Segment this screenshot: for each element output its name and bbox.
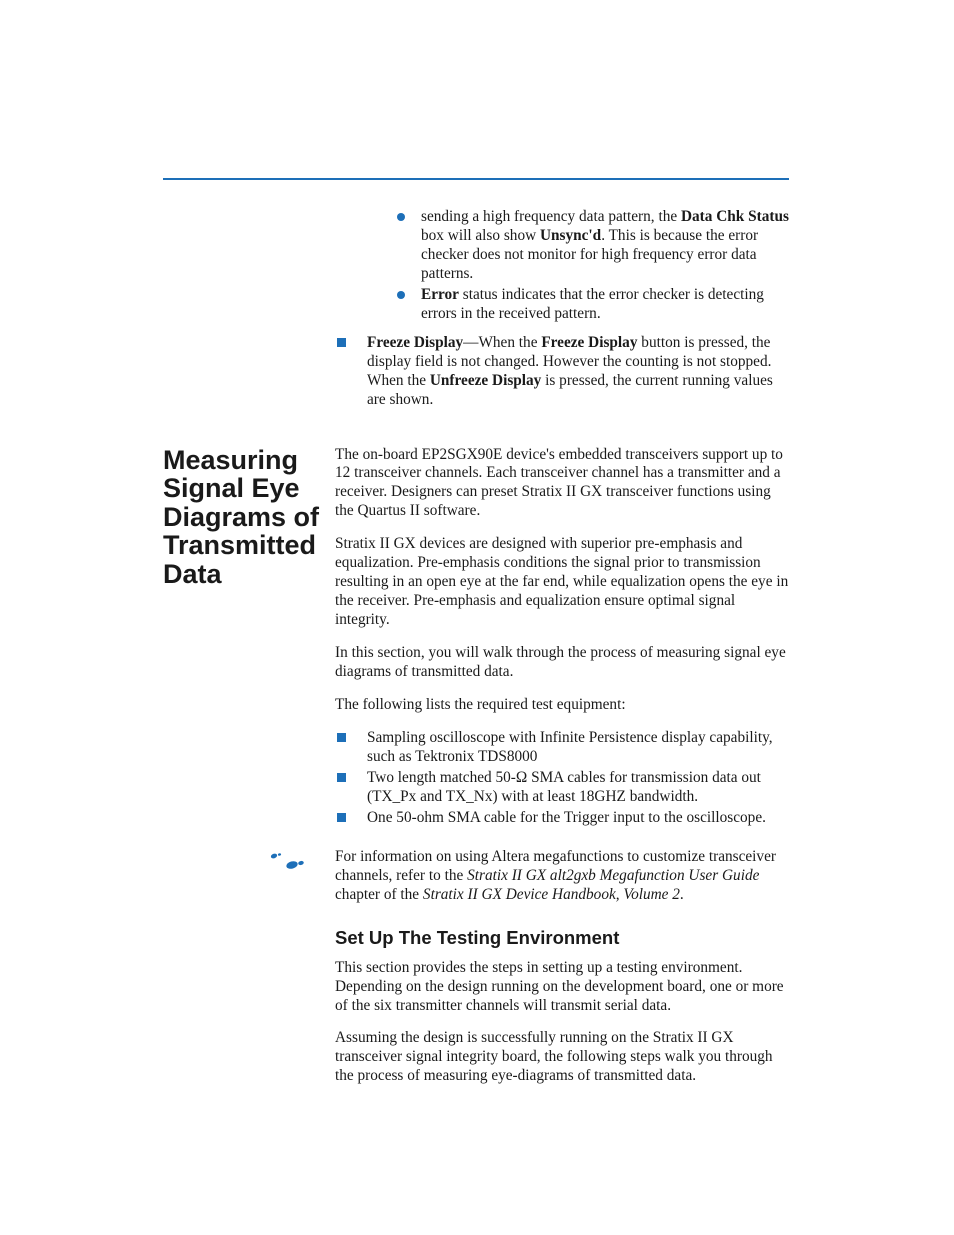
list-item: Error status indicates that the error ch… [395,286,789,324]
body-text-bold: Unfreeze Display [430,372,541,389]
body-paragraph: In this section, you will walk through t… [335,644,789,682]
body-text: —When the [463,334,541,351]
subsection-setup: Set Up The Testing Environment This sect… [163,905,789,1101]
body-text-italic: Stratix II GX Device Handbook, Volume 2 [423,886,680,903]
side-column-icon [163,848,335,872]
body-text: chapter of the [335,886,423,903]
list-item: One 50-ohm SMA cable for the Trigger inp… [335,809,789,828]
body-text-bold: Freeze Display [541,334,637,351]
list-item: Freeze Display—When the Freeze Display b… [335,334,789,410]
main-column: sending a high frequency data pattern, t… [335,206,789,424]
body-paragraph: This section provides the steps in setti… [335,959,789,1016]
sub-heading: Set Up The Testing Environment [335,927,789,949]
body-text: sending a high frequency data pattern, t… [421,208,681,225]
sub-bullet-list: sending a high frequency data pattern, t… [395,208,789,324]
list-item: sending a high frequency data pattern, t… [395,208,789,284]
list-item: Sampling oscilloscope with Infinite Pers… [335,729,789,767]
body-text-bold: Unsync'd [540,227,601,244]
page-content: sending a high frequency data pattern, t… [163,206,789,1100]
note-row: For information on using Altera megafunc… [163,848,789,905]
body-text-bold: Freeze Display [367,334,463,351]
side-column: Measuring Signal Eye Diagrams of Transmi… [163,446,335,589]
body-paragraph: Stratix II GX devices are designed with … [335,535,789,630]
main-column: The on-board EP2SGX90E device's embedded… [335,446,789,842]
square-bullet-list: Freeze Display—When the Freeze Display b… [335,334,789,410]
main-column: For information on using Altera megafunc… [335,848,789,905]
continuation-block: sending a high frequency data pattern, t… [163,206,789,424]
body-text-italic: Stratix II GX alt2gxb Megafunction User … [467,867,759,884]
body-text: status indicates that the error checker … [421,286,764,322]
body-paragraph: Assuming the design is successfully runn… [335,1029,789,1086]
section-heading: Measuring Signal Eye Diagrams of Transmi… [163,446,327,589]
list-item: Two length matched 50-Ω SMA cables for t… [335,769,789,807]
body-text-bold: Error [421,286,459,303]
page: sending a high frequency data pattern, t… [0,0,954,1235]
body-text-bold: Data Chk Status [681,208,789,225]
note-text: For information on using Altera megafunc… [335,848,789,905]
body-text: . [680,886,684,903]
footsteps-icon [267,850,307,872]
body-text: box will also show [421,227,540,244]
main-column: Set Up The Testing Environment This sect… [335,905,789,1101]
body-paragraph: The on-board EP2SGX90E device's embedded… [335,446,789,522]
top-rule [163,178,789,180]
continuation-sub-bullets: sending a high frequency data pattern, t… [335,208,789,324]
body-paragraph: The following lists the required test eq… [335,696,789,715]
section-measuring: Measuring Signal Eye Diagrams of Transmi… [163,446,789,842]
equipment-list: Sampling oscilloscope with Infinite Pers… [335,729,789,828]
